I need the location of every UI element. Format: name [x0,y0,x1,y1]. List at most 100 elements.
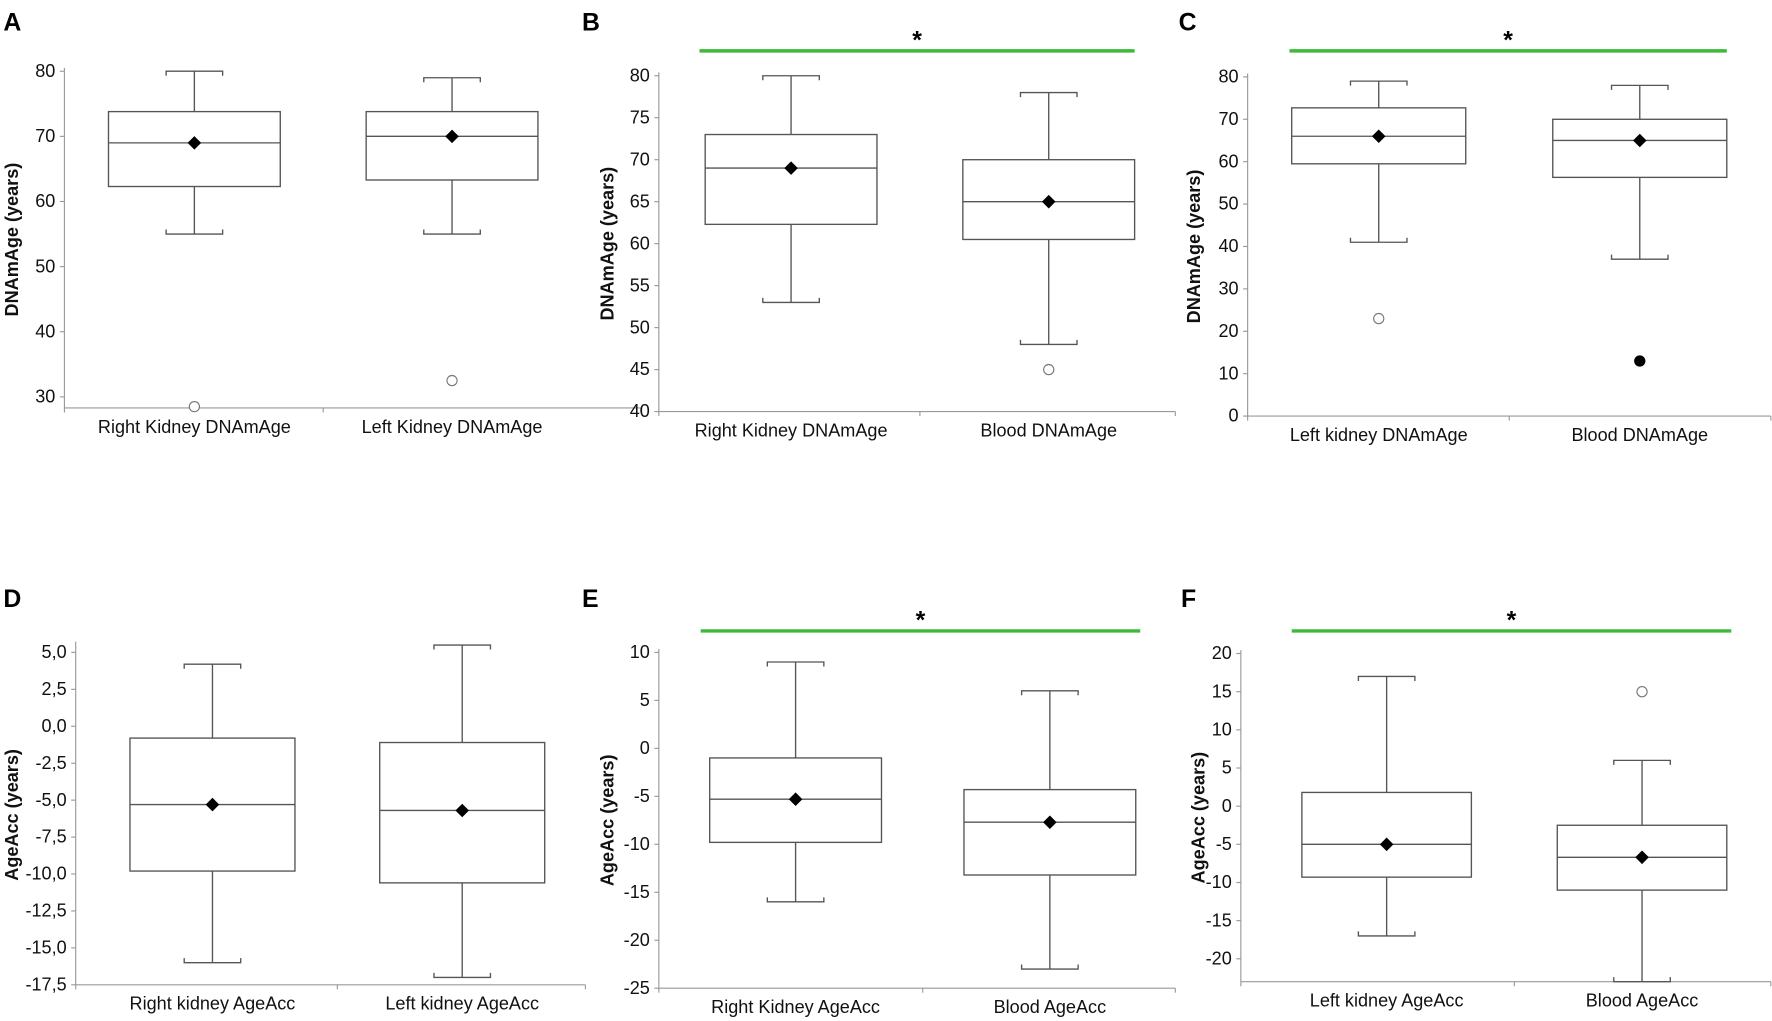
y-tick-label: -17,5 [25,974,66,994]
y-tick-label: -15 [1206,910,1232,930]
whisker-cap-min [1020,964,1079,970]
x-category-label: Right Kidney AgeAcc [711,997,880,1017]
significance-star: * [916,607,926,635]
mean-marker [784,161,798,175]
whisker-cap-min [1019,339,1078,346]
whisker-cap-max [766,661,825,667]
y-tick-label: 0,0 [42,716,67,736]
box-plot: Left kidney AgeAcc [1301,675,1473,1011]
y-tick-label: -7,5 [36,827,67,847]
box-iqr [365,110,539,181]
x-category-label: Left kidney DNAmAge [1290,425,1468,445]
box-plot: Left kidney DNAmAge [1290,80,1468,445]
box-plot: Blood DNAmAge [962,91,1136,440]
y-tick-label: 55 [630,275,650,295]
box-iqr [704,133,878,226]
mean-marker [205,797,220,812]
whisker-cap-min [1613,977,1671,983]
y-tick-label: -5,0 [36,790,67,810]
y-tick-label: 20 [1212,643,1232,663]
x-category-label: Blood DNAmAge [1571,425,1708,445]
y-tick-label: 30 [1218,279,1238,299]
y-tick-label: 80 [1218,67,1238,87]
y-tick-label: 5,0 [42,642,67,662]
box-plot: Right Kidney DNAmAge [98,70,291,437]
panel-label: F [1181,585,1196,613]
y-tick-label: 0 [1229,406,1239,426]
whisker-cap-max [1019,91,1078,98]
box-plot: Left Kidney DNAmAge [362,77,543,437]
y-tick-label: -5 [634,786,650,806]
significance-star: * [1503,27,1513,55]
y-tick-label: 40 [1218,236,1238,256]
panel-label: E [582,585,599,613]
x-category-label: Left kidney AgeAcc [385,994,539,1014]
y-tick-label: 65 [630,191,650,211]
whisker-cap-max [433,644,492,650]
whisker-cap-min [433,972,492,979]
panel-b: B 40 45 50 55 60 65 70 75 80 DNAmAge (years) * Right… [582,9,1176,440]
y-tick-label: 10 [1218,363,1238,383]
x-category-label: Blood DNAmAge [980,420,1117,440]
box-iqr [709,757,883,844]
panel-f: F 20 15 10 5 0 -5 -10 -15 -20 AgeAcc (years) * Left … [1181,585,1772,1011]
panel-label: D [3,585,21,613]
y-tick-label: -25 [624,978,650,998]
mean-marker [1371,129,1386,144]
whisker-cap-max [1357,675,1416,681]
whisker-cap-min [766,897,825,903]
y-axis-label: AgeAcc (years) [598,754,618,886]
y-tick-label: 60 [35,191,55,211]
box-iqr [107,110,281,188]
mean-marker [1635,850,1649,865]
panel-label: C [1179,9,1197,37]
y-tick-label: 70 [630,149,650,169]
y-tick-label: 10 [630,642,650,662]
y-axis-label: AgeAcc (years) [1189,752,1209,884]
significance-star: * [1507,607,1517,635]
y-tick-label: 40 [630,401,650,421]
y-tick-label: 75 [630,107,650,127]
box-iqr [1552,118,1728,179]
significance-star: * [912,27,922,55]
outlier-point [188,400,201,413]
x-category-label: Right Kidney DNAmAge [98,417,291,437]
panel-label: A [3,9,21,37]
y-axis-label: AgeAcc (years) [2,749,22,881]
box-plot: Right Kidney DNAmAge [695,75,888,440]
x-category-label: Left Kidney DNAmAge [362,417,543,437]
x-category-label: Right Kidney DNAmAge [695,420,888,440]
y-tick-label: 40 [35,321,55,341]
whisker-cap-max [183,663,242,669]
box-iqr [1301,791,1473,878]
y-tick-label: -20 [1206,948,1232,968]
y-tick-label: 15 [1212,681,1232,701]
y-tick-label: -10 [1206,872,1232,892]
y-tick-label: 0 [640,738,650,758]
mean-marker [1632,133,1647,148]
box-iqr [963,788,1137,876]
y-tick-label: -10,0 [25,864,66,884]
whisker-cap-min [423,229,481,235]
outlier-point [446,374,458,387]
y-tick-label: -15 [624,882,650,902]
y-tick-label: 50 [1218,194,1238,214]
y-tick-label: 70 [1218,109,1238,129]
y-tick-label: 80 [630,65,650,85]
mean-marker [788,792,803,806]
y-tick-label: -5 [1216,834,1232,854]
whisker-cap-min [1357,931,1416,937]
panel-a: A 30 40 50 60 70 80 DNAmAge (years) Right Kidney… [2,9,642,437]
y-tick-label: -10 [624,834,650,854]
y-tick-label: 0 [1222,796,1232,816]
panel-d: D 5,0 2,5 0,0 -2,5 -5,0 -7,5 -10,0 -12,5 -15,0 -17… [2,585,586,1014]
x-category-label: Blood AgeAcc [994,997,1107,1017]
whisker-cap-min [762,297,821,304]
whisker-cap-max [1610,84,1669,90]
y-axis-label: DNAmAge (years) [2,163,22,317]
whisker-cap-max [1020,690,1079,696]
whisker-cap-min [183,958,242,964]
y-tick-label: 45 [630,359,650,379]
y-tick-label: 5 [1222,758,1232,778]
